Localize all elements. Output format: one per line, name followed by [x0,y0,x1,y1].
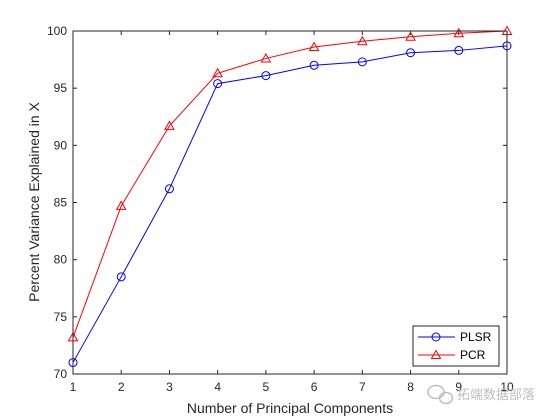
x-tick-label: 8 [407,380,414,394]
plot-area [73,31,507,374]
series-pcr-line [72,30,508,338]
data-point-pcr [453,27,465,38]
x-tick-label: 7 [359,380,366,394]
legend-pcr-marker [430,349,442,359]
x-tick-label: 3 [166,380,173,394]
data-point-pcr [164,120,175,130]
x-tick-label: 1 [70,380,77,394]
data-point-plsr [116,272,126,282]
data-point-plsr [454,45,464,55]
data-point-pcr [115,200,127,210]
y-tick-label: 80 [54,253,68,267]
y-tick-label: 90 [54,138,68,152]
x-tick-label: 10 [500,380,514,394]
x-axis-label: Number of Principal Components [187,400,393,416]
y-tick-label: 100 [47,24,67,38]
y-tick-label: 70 [54,367,68,381]
legend-plsr-marker [431,332,441,342]
wechat-icon [427,384,454,405]
legend: PLSR PCR [412,325,500,367]
series-pcr [67,25,513,342]
y-tick-label: 95 [54,81,68,95]
y-axis-label: Percent Variance Explained in X [26,101,42,301]
x-tick-label: 2 [118,380,125,394]
data-point-pcr [212,67,224,78]
x-tick-label: 9 [455,380,462,394]
data-point-plsr [213,79,223,89]
series-plsr-line [72,45,508,363]
y-tick-label: 75 [54,310,68,324]
data-point-plsr [261,71,271,81]
data-point-plsr [164,184,174,194]
data-point-plsr [357,57,367,67]
x-tick-label: 4 [214,380,221,394]
data-point-pcr [356,35,368,46]
legend-pcr-label: PCR [460,348,486,362]
watermark-text: 拓端数据部落 [457,388,535,403]
y-tick-label: 85 [54,196,68,210]
x-tick-label: 6 [311,380,318,394]
x-tick-label: 5 [263,380,270,394]
legend-plsr-label: PLSR [460,330,492,344]
data-point-pcr [405,31,416,41]
data-point-plsr [406,48,416,58]
data-point-pcr [308,41,320,52]
data-point-plsr [309,60,319,70]
series-plsr [68,41,512,368]
watermark: 拓端数据部落 [427,384,535,405]
legend-box [412,325,500,367]
data-point-pcr [260,52,272,63]
axes-box [72,30,508,375]
